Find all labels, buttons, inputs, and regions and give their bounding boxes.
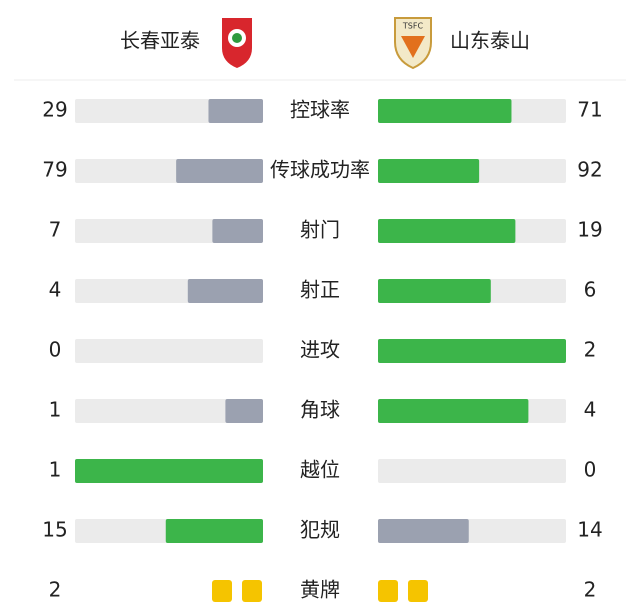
away-value: 92: [577, 158, 602, 182]
away-value: 2: [584, 578, 597, 602]
away-value: 0: [584, 458, 597, 482]
away-team: 山东泰山: [450, 29, 530, 53]
away-value: 19: [577, 218, 602, 242]
bar-track: [75, 399, 263, 423]
stat-label: 黄牌: [300, 578, 340, 602]
home-cards: [212, 580, 262, 602]
home-bar: [225, 399, 263, 423]
stat-label: 控球率: [290, 98, 350, 122]
home-bar: [176, 159, 263, 183]
yellow-card: [378, 580, 398, 602]
bar-track: [75, 339, 263, 363]
home-bar: [212, 219, 263, 243]
home-bar: [75, 459, 263, 483]
stat-label: 犯规: [300, 518, 340, 542]
stat-label: 射正: [300, 278, 340, 302]
stat-label: 传球成功率: [270, 158, 370, 182]
away-value: 6: [584, 278, 597, 302]
bar-track: [378, 459, 566, 483]
home-bar: [208, 99, 263, 123]
stat-label: 角球: [300, 398, 340, 422]
away-bar: [378, 339, 566, 363]
home-value: 2: [49, 578, 62, 602]
home-value: 79: [42, 158, 67, 182]
home-value: 4: [49, 278, 62, 302]
away-bar: [378, 99, 512, 123]
yellow-card: [212, 580, 232, 602]
home-logo: [222, 18, 252, 68]
home-value: 29: [42, 98, 67, 122]
stat-label: 越位: [300, 458, 340, 482]
home-value: 0: [49, 338, 62, 362]
away-bar: [378, 219, 516, 243]
home-value: 15: [42, 518, 67, 542]
logo-mark: TSFC: [402, 22, 424, 31]
away-bar: [378, 399, 529, 423]
away-bar: [378, 279, 491, 303]
away-logo: TSFC: [394, 17, 432, 70]
home-value: 1: [49, 458, 62, 482]
away-value: 14: [577, 518, 602, 542]
home-value: 7: [49, 218, 62, 242]
stat-label: 射门: [300, 218, 340, 242]
home-team: 长春亚泰: [120, 29, 200, 53]
away-value: 2: [584, 338, 597, 362]
away-cards: [378, 580, 428, 602]
home-bar: [165, 519, 263, 543]
away-value: 71: [577, 98, 602, 122]
yellow-card: [242, 580, 262, 602]
home-value: 1: [49, 398, 62, 422]
away-value: 4: [584, 398, 597, 422]
away-bar: [378, 159, 480, 183]
yellow-card: [408, 580, 428, 602]
home-bar: [187, 279, 263, 303]
stat-label: 进攻: [300, 338, 340, 362]
away-bar: [378, 519, 469, 543]
